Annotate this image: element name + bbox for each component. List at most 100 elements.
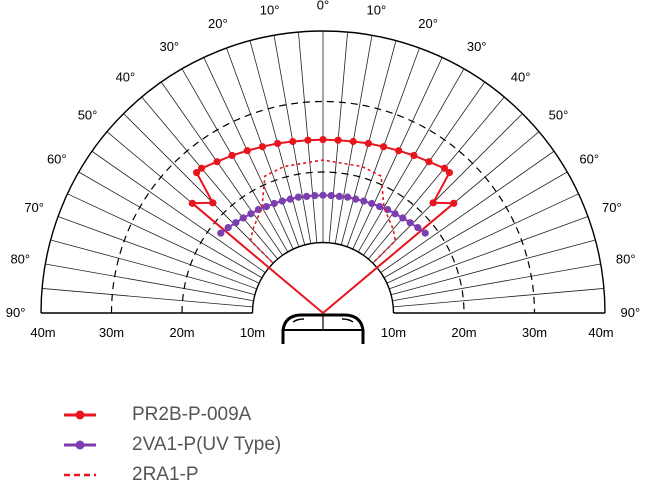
data-point [228, 151, 236, 160]
legend-swatch-0 [64, 410, 96, 420]
distance-label: 20m [169, 325, 194, 340]
angle-label: 10° [260, 2, 280, 17]
series-2 [249, 159, 397, 263]
angle-label: 60° [579, 151, 599, 166]
range-arc [110, 100, 536, 314]
radial-gridline [91, 150, 266, 273]
sensor-detail [292, 318, 305, 323]
data-point [406, 219, 414, 227]
radial-gridline [357, 68, 465, 253]
distance-label: 20m [451, 325, 476, 340]
legend-swatch-2 [64, 473, 96, 477]
distance-label: 40m [588, 325, 613, 340]
data-point [391, 210, 399, 218]
radial-gridline [57, 216, 257, 290]
data-point [414, 224, 422, 232]
data-point [262, 202, 271, 211]
radial-gridline [386, 193, 579, 284]
data-point [334, 136, 342, 144]
angle-label: 30° [159, 39, 179, 54]
angle-label: 80° [616, 252, 636, 267]
series-0 [188, 135, 458, 314]
data-point [217, 229, 225, 237]
legend-label: PR2B-P-009A [132, 404, 252, 425]
angle-label: 80° [10, 252, 30, 267]
distance-label: 30m [99, 325, 124, 340]
data-point [273, 139, 282, 148]
radial-gridline [50, 239, 256, 296]
radial-gridline [393, 288, 604, 308]
legend-label: 2VA1-P(UV Type) [132, 434, 282, 455]
range-arc [251, 241, 395, 314]
data-point [421, 229, 429, 237]
angle-label: 50° [78, 107, 98, 122]
data-point [213, 158, 221, 166]
data-point [368, 199, 376, 208]
radial-gridline [368, 96, 505, 260]
data-point [192, 168, 201, 177]
polar-chart: 90° 80° 70° 60° 50° 40° 30° 20° 10° 0° 10° 20° 30° 40… [6, 0, 640, 344]
series-line [249, 159, 397, 263]
data-point [425, 158, 433, 166]
radial-gridline [42, 288, 253, 308]
data-point [440, 164, 449, 172]
data-point [232, 219, 240, 227]
radial-gridline [363, 81, 486, 256]
data-point [352, 195, 360, 203]
data-point [311, 191, 319, 200]
data-point [286, 195, 294, 203]
data-point [364, 139, 373, 148]
data-point [270, 199, 278, 208]
data-point [360, 197, 368, 205]
angle-labels: 90° 80° 70° 60° 50° 40° 30° 20° 10° 0° 10° 20° 30° 40… [6, 0, 640, 320]
radial-gridline [160, 81, 283, 256]
data-point [379, 143, 388, 151]
angle-label: 60° [47, 151, 67, 166]
data-point [327, 191, 335, 200]
radial-gridline [380, 150, 555, 273]
angle-label: 20° [208, 16, 228, 31]
data-point [289, 137, 297, 146]
angle-label: 90° [6, 305, 26, 320]
series-1 [217, 191, 429, 237]
sensor-detail [341, 318, 354, 323]
angle-label: 10° [367, 2, 387, 17]
radial-gridline [67, 193, 260, 284]
radial-gridline [390, 239, 596, 296]
data-point [429, 199, 437, 207]
data-point [395, 147, 403, 155]
data-point [247, 210, 255, 218]
radial-gridline [78, 171, 263, 279]
data-point [344, 193, 352, 201]
angle-label: 50° [549, 107, 569, 122]
angle-label: 0° [317, 0, 329, 13]
radial-gridline [372, 113, 523, 264]
angle-label: 70° [602, 200, 622, 215]
data-point [319, 135, 327, 144]
data-point [197, 164, 206, 172]
data-point [410, 151, 418, 160]
distance-label: 30m [522, 325, 547, 340]
data-point [278, 197, 286, 205]
legend-marker [75, 440, 85, 450]
radial-gridline [45, 263, 254, 302]
angle-label: 40° [511, 70, 531, 85]
chart-series [188, 135, 458, 314]
data-point [335, 192, 343, 201]
data-point [188, 199, 196, 207]
data-point [349, 137, 357, 146]
legend-marker [75, 410, 85, 420]
data-point [319, 191, 327, 199]
radial-gridline [123, 113, 274, 264]
legend-swatch-1 [64, 440, 96, 450]
data-point [304, 136, 312, 144]
angle-label: 30° [467, 39, 487, 54]
data-point [243, 147, 251, 155]
data-point [258, 143, 267, 151]
angle-label: 40° [116, 70, 136, 85]
distance-label: 10m [240, 325, 265, 340]
data-point [399, 214, 407, 222]
data-point [375, 202, 384, 211]
angle-label: 70° [24, 200, 44, 215]
radial-gridline [392, 263, 601, 302]
